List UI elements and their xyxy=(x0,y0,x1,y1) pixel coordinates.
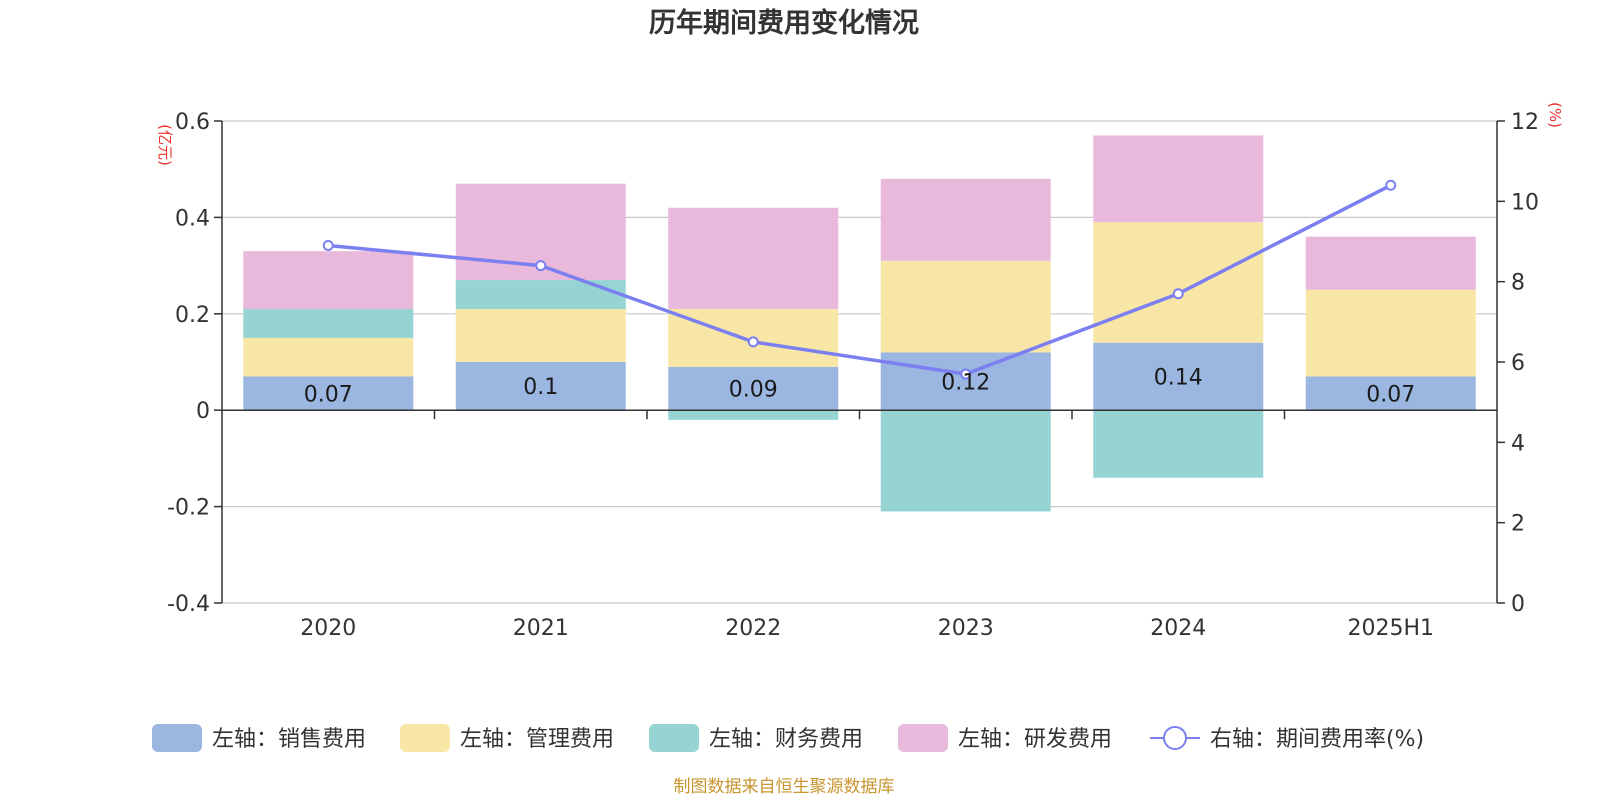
legend-swatch xyxy=(649,724,699,752)
legend-marker-icon xyxy=(1163,726,1187,750)
sales-value-label: 0.09 xyxy=(729,378,778,403)
x-axis-category-label: 2022 xyxy=(725,616,781,641)
legend-item-0[interactable]: 左轴：销售费用 xyxy=(152,724,366,752)
bar-segment-series-0-cat-1 xyxy=(455,362,626,411)
legend-item-3[interactable]: 左轴：研发费用 xyxy=(898,724,1112,752)
sales-value-label: 0.14 xyxy=(1154,365,1203,390)
x-axis-category-label: 2021 xyxy=(513,616,569,641)
bar-segment-series-1-cat-0 xyxy=(243,337,414,377)
sales-value-label: 0.07 xyxy=(304,382,353,407)
sales-value-label: 0.07 xyxy=(1366,382,1415,407)
bar-segment-series-1-cat-1 xyxy=(455,308,626,362)
bar-segment-series-3-cat-4 xyxy=(1093,135,1264,223)
right-axis-tick-label: 0 xyxy=(1511,592,1525,617)
bar-segment-series-0-cat-3 xyxy=(880,352,1051,411)
bar-segment-series-3-cat-3 xyxy=(880,178,1051,261)
data-labels: 0.07 0.1 0.09 0.12 0.14 0.07 xyxy=(304,365,1415,407)
left-axis-tick-label: 0.4 xyxy=(175,206,210,231)
bar-segment-series-0-cat-0 xyxy=(243,376,414,411)
axes: -0.4 -0.2 0 0.2 0.4 0.6 0 2 4 6 8 10 12 2020 2021 2022 2… xyxy=(167,110,1539,641)
bar-segment-series-1-cat-5 xyxy=(1305,289,1476,377)
left-axis-tick-label: -0.4 xyxy=(167,592,210,617)
x-axis-category-label: 2020 xyxy=(300,616,356,641)
sales-value-label: 0.1 xyxy=(523,375,558,400)
x-axis-category-label: 2024 xyxy=(1150,616,1206,641)
rate-point-1 xyxy=(535,260,547,272)
legend-swatch xyxy=(152,724,202,752)
right-axis-tick-label: 6 xyxy=(1511,351,1525,376)
left-axis-tick-label: 0.2 xyxy=(175,303,210,328)
bar-segment-series-0-cat-5 xyxy=(1305,376,1476,411)
left-axis-tick-label: 0.6 xyxy=(175,110,210,135)
rate-point-5 xyxy=(1385,179,1397,191)
legend-label: 左轴：管理费用 xyxy=(460,727,614,752)
bar-segment-series-2-cat-2 xyxy=(668,410,839,420)
bar-segment-series-3-cat-2 xyxy=(668,207,839,309)
right-axis-tick-label: 4 xyxy=(1511,431,1525,456)
legend-label: 左轴：研发费用 xyxy=(958,727,1112,752)
legend-label: 左轴：财务费用 xyxy=(709,727,863,752)
bar-series xyxy=(243,135,1476,512)
source-note: 制图数据来自恒生聚源数据库 xyxy=(674,777,895,797)
bar-segment-series-0-cat-2 xyxy=(668,366,839,411)
right-axis-unit: (%) xyxy=(1546,102,1564,128)
bar-segment-series-1-cat-4 xyxy=(1093,222,1264,343)
bar-segment-series-2-cat-1 xyxy=(455,280,626,309)
bar-segment-series-1-cat-3 xyxy=(880,260,1051,353)
left-axis-tick-label: 0 xyxy=(196,399,210,424)
legend-swatch xyxy=(400,724,450,752)
rate-line xyxy=(328,183,1392,376)
legend-item-2[interactable]: 左轴：财务费用 xyxy=(649,724,863,752)
legend-label: 右轴：期间费用率(%) xyxy=(1210,727,1424,752)
bar-segment-series-3-cat-5 xyxy=(1305,236,1476,290)
legend-swatch xyxy=(898,724,948,752)
bar-segment-series-3-cat-0 xyxy=(243,251,414,309)
right-axis-tick-label: 8 xyxy=(1511,271,1525,296)
sales-value-label: 0.12 xyxy=(941,370,990,395)
bar-segment-series-2-cat-0 xyxy=(243,308,414,338)
rate-point-3 xyxy=(960,368,972,380)
left-axis-unit: (亿元) xyxy=(156,124,174,166)
legend: 左轴：销售费用 左轴：管理费用 左轴：财务费用 左轴：研发费用 右轴：期间费用率(%) xyxy=(152,724,1424,752)
chart-title: 历年期间费用变化情况 xyxy=(649,7,919,39)
right-axis-tick-label: 2 xyxy=(1511,512,1525,537)
rate-line-series xyxy=(322,179,1397,380)
bar-segment-series-2-cat-3 xyxy=(880,410,1051,512)
rate-point-2 xyxy=(747,336,759,348)
x-axis-category-label: 2025H1 xyxy=(1347,616,1434,641)
rate-point-4 xyxy=(1172,288,1184,300)
bar-segment-series-2-cat-4 xyxy=(1093,410,1264,478)
rate-point-0 xyxy=(322,240,334,252)
right-axis-tick-label: 10 xyxy=(1511,190,1539,215)
x-axis-category-label: 2023 xyxy=(938,616,994,641)
bar-segment-series-0-cat-4 xyxy=(1093,342,1264,411)
legend-label: 左轴：销售费用 xyxy=(212,727,366,752)
legend-item-1[interactable]: 左轴：管理费用 xyxy=(400,724,614,752)
right-axis-tick-label: 12 xyxy=(1511,110,1539,135)
left-axis-tick-label: -0.2 xyxy=(167,496,210,521)
legend-item-4[interactable]: 右轴：期间费用率(%) xyxy=(1150,726,1424,752)
